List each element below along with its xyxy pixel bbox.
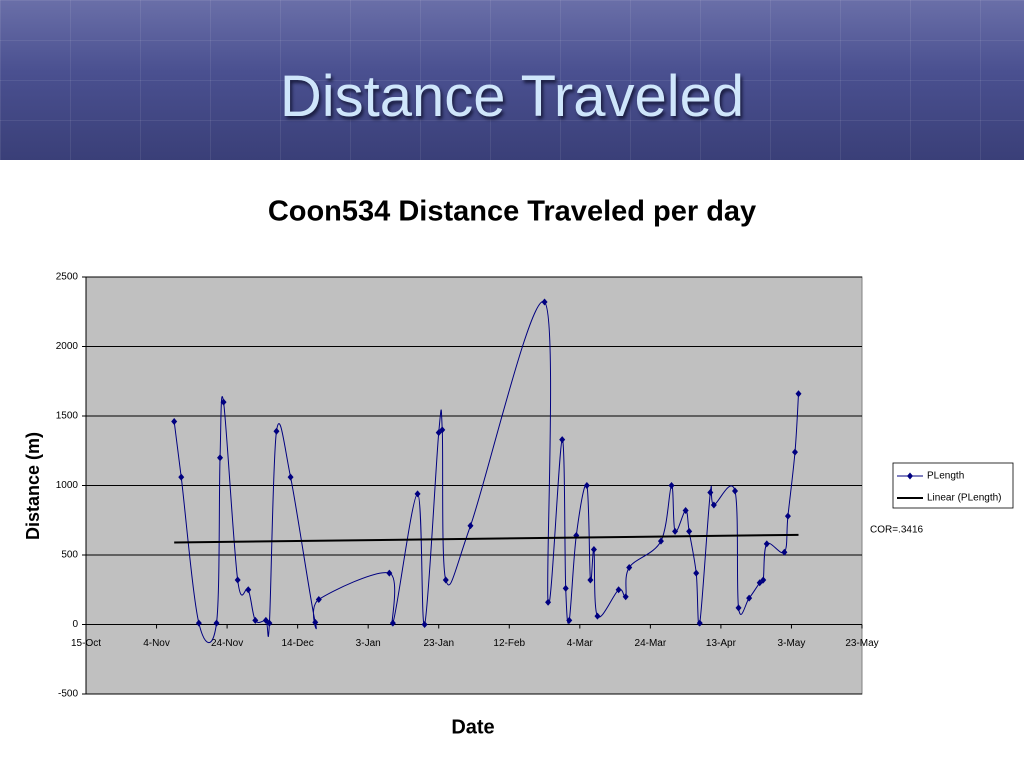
- x-tick-label: 3-May: [778, 638, 806, 649]
- data-point: [622, 593, 629, 601]
- legend: [892, 462, 1014, 509]
- data-point: [287, 473, 294, 481]
- data-point: [760, 576, 767, 584]
- data-point: [791, 448, 798, 456]
- data-point: [252, 616, 259, 624]
- data-point: [389, 619, 396, 627]
- x-tick-label: 4-Nov: [143, 638, 170, 649]
- data-point: [590, 545, 597, 553]
- data-point: [220, 398, 227, 406]
- data-point: [217, 454, 224, 462]
- data-point: [781, 548, 788, 556]
- data-point: [439, 426, 446, 434]
- y-tick-label: 1500: [56, 411, 79, 422]
- x-tick-label: 12-Feb: [493, 638, 525, 649]
- data-point: [707, 488, 714, 496]
- x-tick-label: 24-Nov: [211, 638, 243, 649]
- legend-marker: [907, 472, 913, 480]
- x-tick-label: 23-Jan: [423, 638, 454, 649]
- data-point: [559, 436, 566, 444]
- slide-header: Distance Traveled: [0, 0, 1024, 160]
- y-axis-label: Distance (m): [23, 432, 43, 540]
- data-point: [693, 569, 700, 577]
- data-point: [657, 537, 664, 545]
- data-point: [682, 507, 689, 515]
- data-point: [315, 595, 322, 603]
- x-tick-label: 24-Mar: [635, 638, 667, 649]
- legend-label: Linear (PLength): [927, 493, 1002, 504]
- annotation: COR=.3416: [870, 525, 924, 536]
- data-point: [312, 618, 319, 626]
- x-tick-label: 4-Mar: [567, 638, 594, 649]
- data-point: [784, 512, 791, 520]
- y-tick-label: 0: [72, 619, 78, 630]
- data-point: [583, 482, 590, 489]
- data-point: [672, 527, 679, 535]
- data-point: [414, 490, 421, 498]
- data-point: [735, 604, 742, 612]
- data-point: [541, 298, 548, 306]
- data-point: [615, 586, 622, 594]
- data-point: [668, 482, 675, 489]
- data-point: [442, 576, 449, 584]
- data-point: [746, 594, 753, 602]
- data-point: [234, 576, 241, 584]
- x-tick-label: 14-Dec: [282, 638, 314, 649]
- data-point: [245, 586, 252, 594]
- data-point: [594, 612, 601, 620]
- y-tick-label: -500: [58, 689, 78, 700]
- slide-title: Distance Traveled: [279, 64, 745, 129]
- data-point: [266, 619, 273, 627]
- data-point: [386, 569, 393, 577]
- y-tick-label: 2500: [56, 272, 79, 283]
- series-line: [174, 533, 799, 544]
- data-point: [213, 619, 220, 627]
- data-point: [710, 501, 717, 509]
- data-point: [587, 576, 594, 584]
- data-point: [273, 427, 280, 435]
- data-point: [467, 522, 474, 530]
- data-point: [566, 616, 573, 624]
- data-point: [696, 619, 703, 627]
- x-tick-label: 23-May: [845, 638, 878, 649]
- data-point: [763, 540, 770, 548]
- y-tick-label: 2000: [56, 341, 79, 352]
- x-axis-label: Date: [451, 716, 494, 738]
- data-point: [686, 527, 693, 535]
- data-point: [421, 621, 428, 628]
- data-point: [171, 418, 178, 426]
- y-tick-label: 1000: [56, 480, 79, 491]
- x-tick-label: 3-Jan: [356, 638, 381, 649]
- data-point: [195, 619, 202, 627]
- data-point: [545, 598, 552, 606]
- chart-title: Coon534 Distance Traveled per day: [268, 196, 756, 228]
- data-point: [626, 564, 633, 572]
- x-tick-label: 13-Apr: [706, 638, 737, 649]
- data-point: [732, 487, 739, 495]
- data-point: [795, 390, 802, 398]
- legend-label: PLength: [927, 471, 964, 482]
- data-point: [562, 584, 569, 592]
- y-tick-label: 500: [61, 550, 78, 561]
- data-point: [178, 473, 185, 481]
